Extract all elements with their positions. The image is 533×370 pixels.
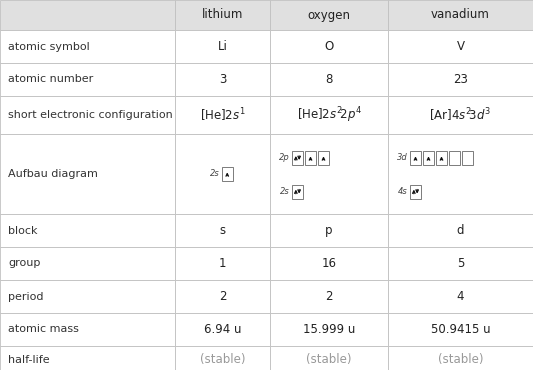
Text: d: d xyxy=(457,224,464,237)
Bar xyxy=(270,134,388,214)
Text: 15.999 u: 15.999 u xyxy=(303,323,355,336)
Text: $\mathrm{[He]}2s^2\!2p^4$: $\mathrm{[He]}2s^2\!2p^4$ xyxy=(296,105,361,125)
Text: 6.94 u: 6.94 u xyxy=(204,323,241,336)
Bar xyxy=(0,247,175,280)
Bar xyxy=(270,0,388,30)
Bar xyxy=(0,134,175,214)
Bar xyxy=(270,63,388,96)
Text: $\mathrm{[He]}2s^1$: $\mathrm{[He]}2s^1$ xyxy=(200,106,245,124)
Bar xyxy=(388,313,533,346)
Bar xyxy=(175,346,270,370)
Text: block: block xyxy=(8,225,37,235)
Bar xyxy=(462,151,473,165)
Text: lithium: lithium xyxy=(202,9,243,21)
Bar xyxy=(305,151,316,165)
Bar xyxy=(436,151,447,165)
Text: group: group xyxy=(8,259,41,269)
Bar xyxy=(0,346,175,370)
Bar xyxy=(292,185,303,199)
Text: 4s: 4s xyxy=(398,187,408,196)
Text: 3: 3 xyxy=(219,73,226,86)
Bar xyxy=(388,63,533,96)
Text: 16: 16 xyxy=(321,257,336,270)
Bar xyxy=(388,214,533,247)
Bar xyxy=(270,96,388,134)
Bar xyxy=(270,247,388,280)
Text: 3d: 3d xyxy=(397,154,408,162)
Bar xyxy=(388,134,533,214)
Bar xyxy=(0,63,175,96)
Text: half-life: half-life xyxy=(8,355,50,365)
Bar xyxy=(0,313,175,346)
Text: 2s: 2s xyxy=(280,187,290,196)
Bar xyxy=(270,346,388,370)
Text: oxygen: oxygen xyxy=(308,9,351,21)
Text: O: O xyxy=(325,40,334,53)
Text: $\mathrm{[Ar]}4s^2\!3d^3$: $\mathrm{[Ar]}4s^2\!3d^3$ xyxy=(429,106,491,124)
Text: atomic number: atomic number xyxy=(8,74,93,84)
Bar xyxy=(270,280,388,313)
Text: Li: Li xyxy=(217,40,228,53)
Bar xyxy=(175,247,270,280)
Text: 50.9415 u: 50.9415 u xyxy=(431,323,490,336)
Text: vanadium: vanadium xyxy=(431,9,490,21)
Bar xyxy=(410,185,421,199)
Bar xyxy=(0,30,175,63)
Text: (stable): (stable) xyxy=(306,353,352,367)
Bar xyxy=(175,30,270,63)
Bar xyxy=(0,280,175,313)
Bar xyxy=(0,214,175,247)
Text: 2p: 2p xyxy=(279,154,290,162)
Text: 8: 8 xyxy=(325,73,333,86)
Text: 1: 1 xyxy=(219,257,226,270)
Text: s: s xyxy=(220,224,225,237)
Text: 2: 2 xyxy=(325,290,333,303)
Text: V: V xyxy=(456,40,464,53)
Bar xyxy=(388,247,533,280)
Bar xyxy=(292,151,303,165)
Bar xyxy=(388,30,533,63)
Text: 2: 2 xyxy=(219,290,226,303)
Text: 5: 5 xyxy=(457,257,464,270)
Bar xyxy=(175,214,270,247)
Text: period: period xyxy=(8,292,44,302)
Text: atomic mass: atomic mass xyxy=(8,324,79,334)
Bar xyxy=(175,280,270,313)
Text: 2s: 2s xyxy=(210,169,220,178)
Text: atomic symbol: atomic symbol xyxy=(8,41,90,51)
Bar xyxy=(175,96,270,134)
Bar xyxy=(449,151,460,165)
Bar xyxy=(388,0,533,30)
Bar xyxy=(318,151,329,165)
Bar xyxy=(388,346,533,370)
Text: Aufbau diagram: Aufbau diagram xyxy=(8,169,98,179)
Bar xyxy=(175,0,270,30)
Text: 23: 23 xyxy=(453,73,468,86)
Text: (stable): (stable) xyxy=(200,353,245,367)
Bar xyxy=(222,167,233,181)
Bar xyxy=(270,214,388,247)
Bar xyxy=(423,151,434,165)
Bar xyxy=(0,96,175,134)
Bar xyxy=(270,30,388,63)
Text: p: p xyxy=(325,224,333,237)
Bar xyxy=(0,0,175,30)
Bar xyxy=(175,63,270,96)
Bar xyxy=(410,151,421,165)
Bar xyxy=(388,280,533,313)
Text: (stable): (stable) xyxy=(438,353,483,367)
Bar xyxy=(270,313,388,346)
Bar xyxy=(388,96,533,134)
Bar xyxy=(175,313,270,346)
Text: 4: 4 xyxy=(457,290,464,303)
Bar xyxy=(175,134,270,214)
Text: short electronic configuration: short electronic configuration xyxy=(8,110,173,120)
